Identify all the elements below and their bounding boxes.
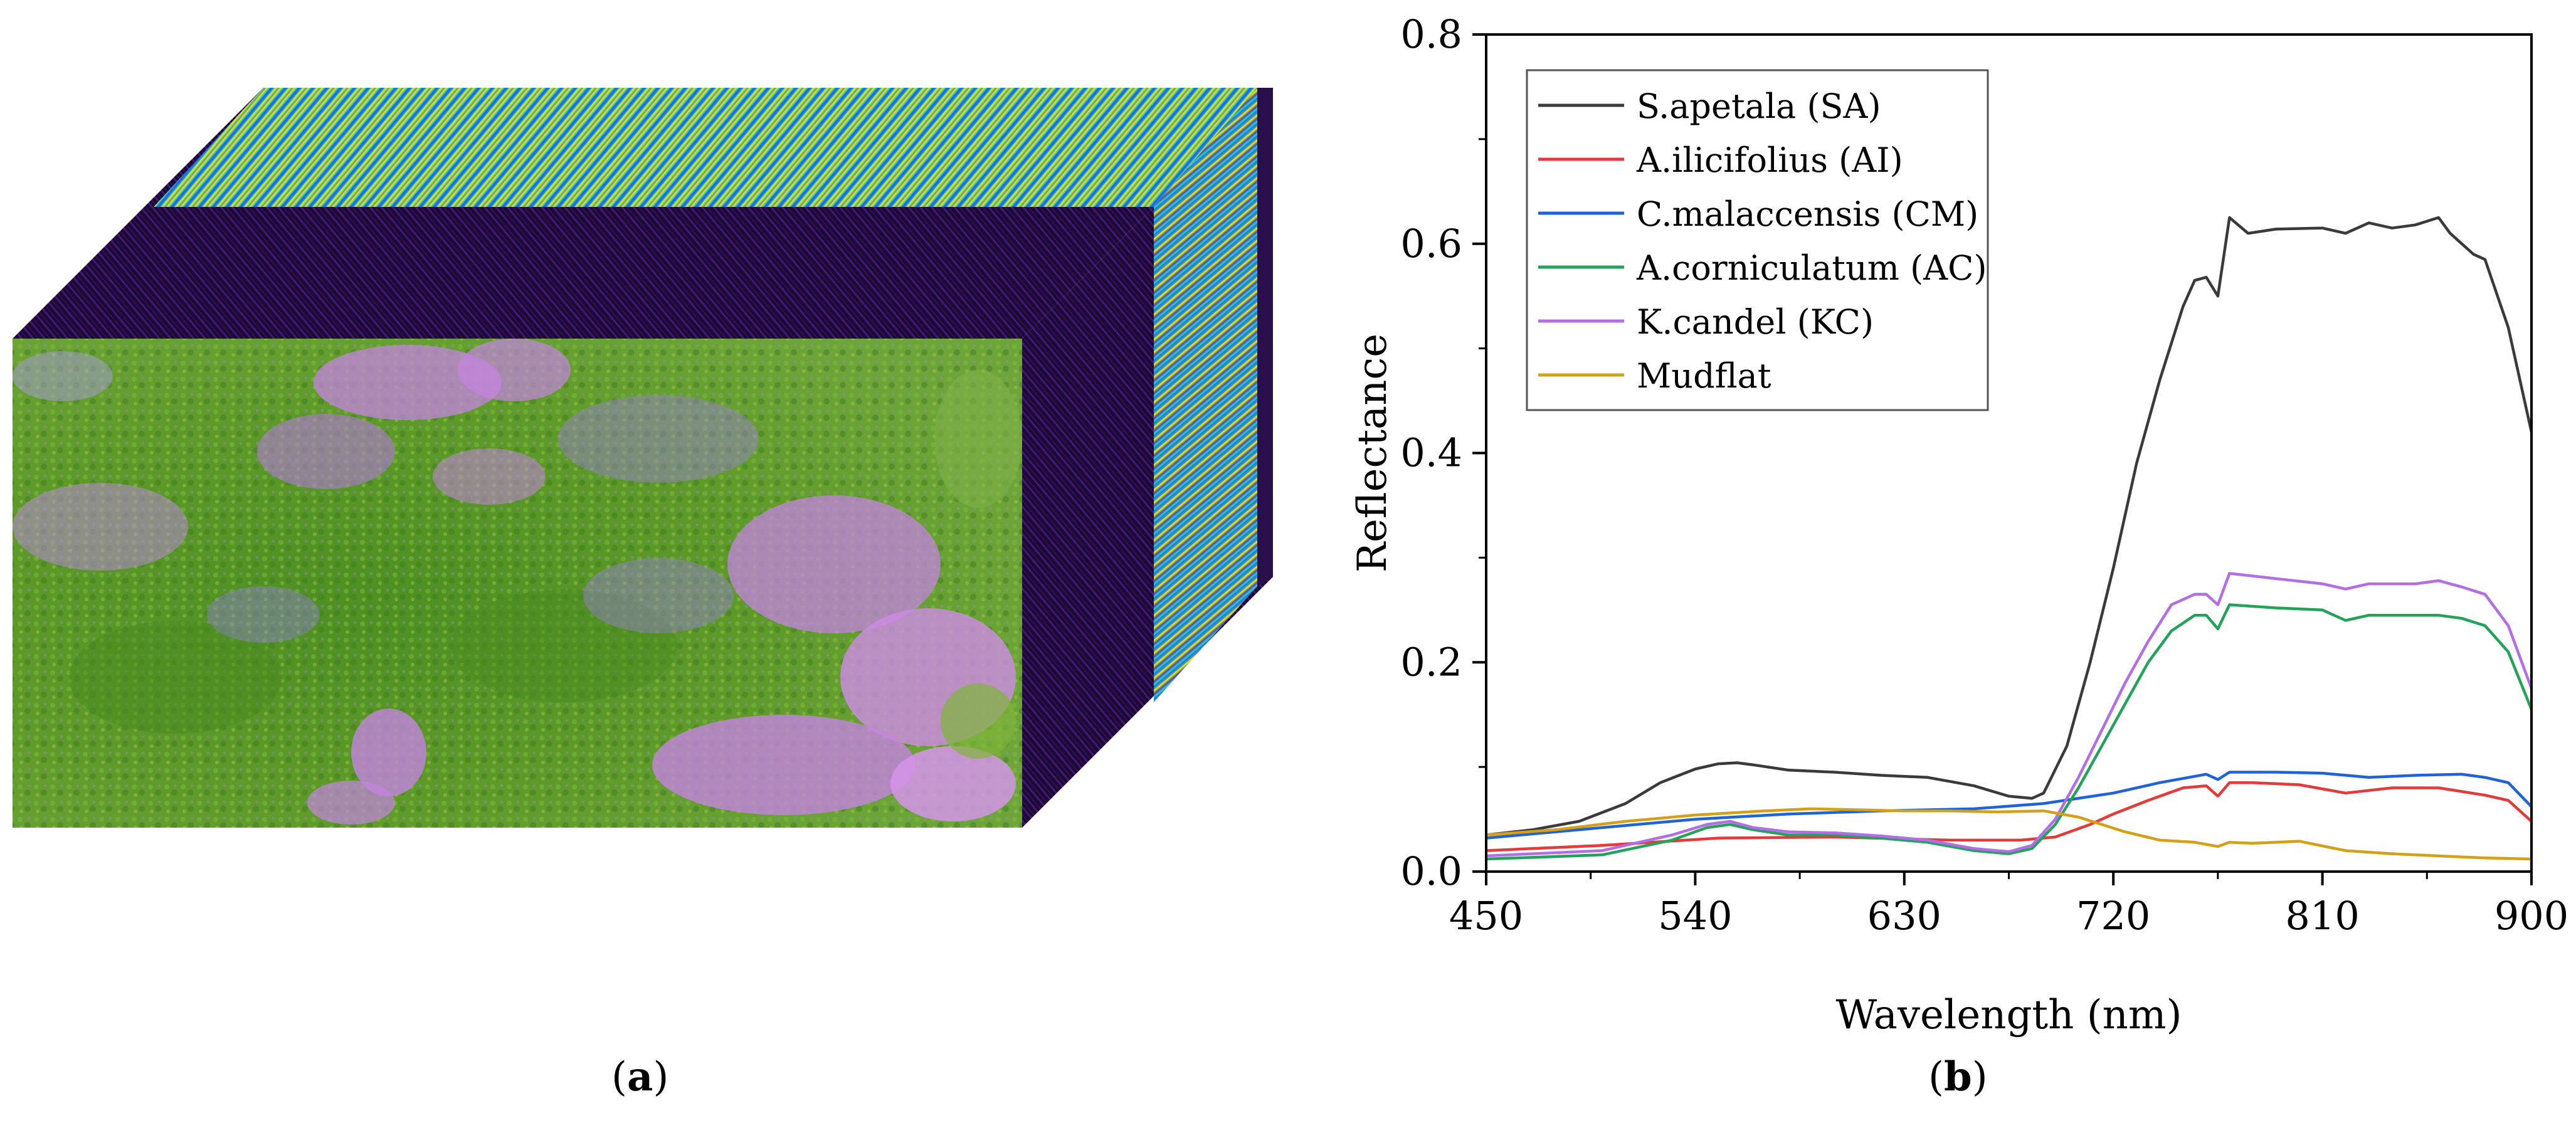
legend-label-1: A.ilicifolius (AI) (1636, 140, 1903, 180)
x-tick-label-3: 720 (2076, 893, 2150, 939)
legend-label-4: K.candel (KC) (1637, 302, 1874, 342)
spectral-reflectance-chart: 450 540 630 720 810 900 0.0 0.2 0.4 0.6 0.8 Wavelen… (1349, 11, 2568, 1038)
spectral-reflectance-chart-panel: 450 540 630 720 810 900 0.0 0.2 0.4 0.6 0.8 Wavelen… (1317, 0, 2576, 1120)
cube-front-rgb-image (13, 339, 1022, 828)
y-tick-label-2: 0.4 (1400, 430, 1462, 476)
series-line-2 (1486, 771, 2533, 840)
y-tick-label-3: 0.6 (1400, 221, 1462, 266)
y-tick-label-4: 0.8 (1400, 11, 1462, 57)
y-tick-label-1: 0.2 (1400, 639, 1462, 685)
x-tick-label-0: 450 (1449, 893, 1523, 939)
y-tick-label-0: 0.0 (1400, 848, 1462, 894)
cube-side-spectral-band (1154, 88, 1257, 702)
legend-label-2: C.malaccensis (CM) (1637, 194, 1978, 234)
legend-label-5: Mudflat (1637, 356, 1771, 396)
x-tick-label-2: 630 (1867, 893, 1941, 939)
x-tick-label-5: 900 (2494, 893, 2568, 939)
series-line-5 (1486, 807, 2532, 861)
x-tick-label-1: 540 (1658, 893, 1732, 939)
hyperspectral-cube-panel: (a) (13, 88, 1273, 1100)
legend-label-3: A.corniculatum (AC) (1636, 248, 1987, 288)
y-axis-label: Reflectance (1349, 334, 1396, 572)
x-tick-label-4: 810 (2285, 893, 2359, 939)
panel-a-caption: (a) (611, 1053, 669, 1100)
legend-box (1526, 69, 1989, 411)
x-axis-label: Wavelength (nm) (1835, 992, 2182, 1038)
series-line-3 (1486, 603, 2533, 861)
series-line-0 (1486, 216, 2533, 836)
legend-label-0: S.apetala (SA) (1637, 87, 1881, 126)
hyperspectral-cube (13, 88, 1273, 828)
series-line-4 (1486, 572, 2533, 858)
cube-top-spectral-band (154, 88, 1257, 207)
panel-b-caption: (b) (1928, 1053, 1988, 1100)
